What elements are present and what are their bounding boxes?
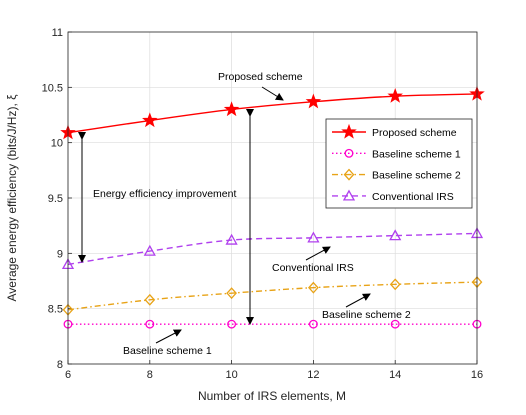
annotation-label: Baseline scheme 1 [123, 345, 212, 357]
data-point [227, 319, 237, 329]
annotation-label: Proposed scheme [218, 71, 303, 83]
annotation-arrow [345, 293, 371, 308]
y-tick-label: 8.5 [48, 304, 63, 316]
series-line [67, 281, 478, 311]
data-point [389, 278, 401, 291]
series-group [60, 85, 485, 329]
data-point [308, 319, 318, 329]
series-line [67, 93, 478, 134]
data-point [307, 231, 320, 243]
annotation-arrow [155, 329, 182, 344]
legend-marker [341, 123, 357, 139]
legend: Proposed scheme Baseline scheme 1 Baseline… [325, 118, 473, 209]
legend-label: Conventional IRS [372, 191, 454, 203]
x-tick-label: 8 [147, 369, 153, 381]
data-point [142, 112, 158, 128]
y-tick-label: 8 [57, 359, 63, 371]
data-point [390, 319, 400, 329]
annotations: Proposed scheme Energy efficiency improve… [78, 71, 411, 357]
legend-label: Baseline scheme 1 [372, 148, 461, 160]
x-tick-label: 10 [225, 369, 237, 381]
annotation-arrow [261, 86, 284, 101]
y-tick-label: 9 [57, 248, 63, 260]
legend-marker [344, 148, 354, 158]
legend-label: Proposed scheme [372, 127, 457, 139]
annotation-arrow [305, 246, 331, 261]
series-baseline-scheme-2 [62, 276, 483, 316]
data-point [387, 88, 403, 103]
data-point [389, 229, 402, 241]
annotation-label: Baseline scheme 2 [322, 309, 411, 321]
x-tick-label: 16 [471, 369, 483, 381]
y-axis-label: Average energy efficiency (bits/J/Hz), ξ [5, 94, 19, 302]
data-point [305, 93, 322, 109]
data-point [226, 287, 237, 300]
y-tick-label: 10 [51, 138, 63, 150]
x-tick-label: 12 [307, 369, 319, 381]
legend-marker [343, 168, 355, 181]
data-point [308, 281, 319, 294]
y-tick-label: 10.5 [42, 82, 63, 94]
data-point [144, 293, 156, 306]
legend-marker [342, 189, 356, 201]
legend-label: Baseline scheme 2 [372, 170, 461, 182]
data-point [143, 244, 156, 256]
y-tick-label: 9.5 [48, 193, 63, 205]
series-line [67, 232, 478, 266]
x-tick-label: 14 [389, 369, 401, 381]
data-point [145, 319, 155, 329]
y-tick-label: 11 [52, 27, 63, 39]
data-point [223, 101, 240, 117]
data-point [225, 233, 238, 245]
x-tick-label: 6 [65, 369, 71, 381]
annotation-label: Conventional IRS [272, 262, 354, 274]
x-axis-label: Number of IRS elements, M [198, 389, 346, 403]
plot-frame [67, 31, 478, 365]
annotation-label: Energy efficiency improvement [93, 188, 236, 200]
